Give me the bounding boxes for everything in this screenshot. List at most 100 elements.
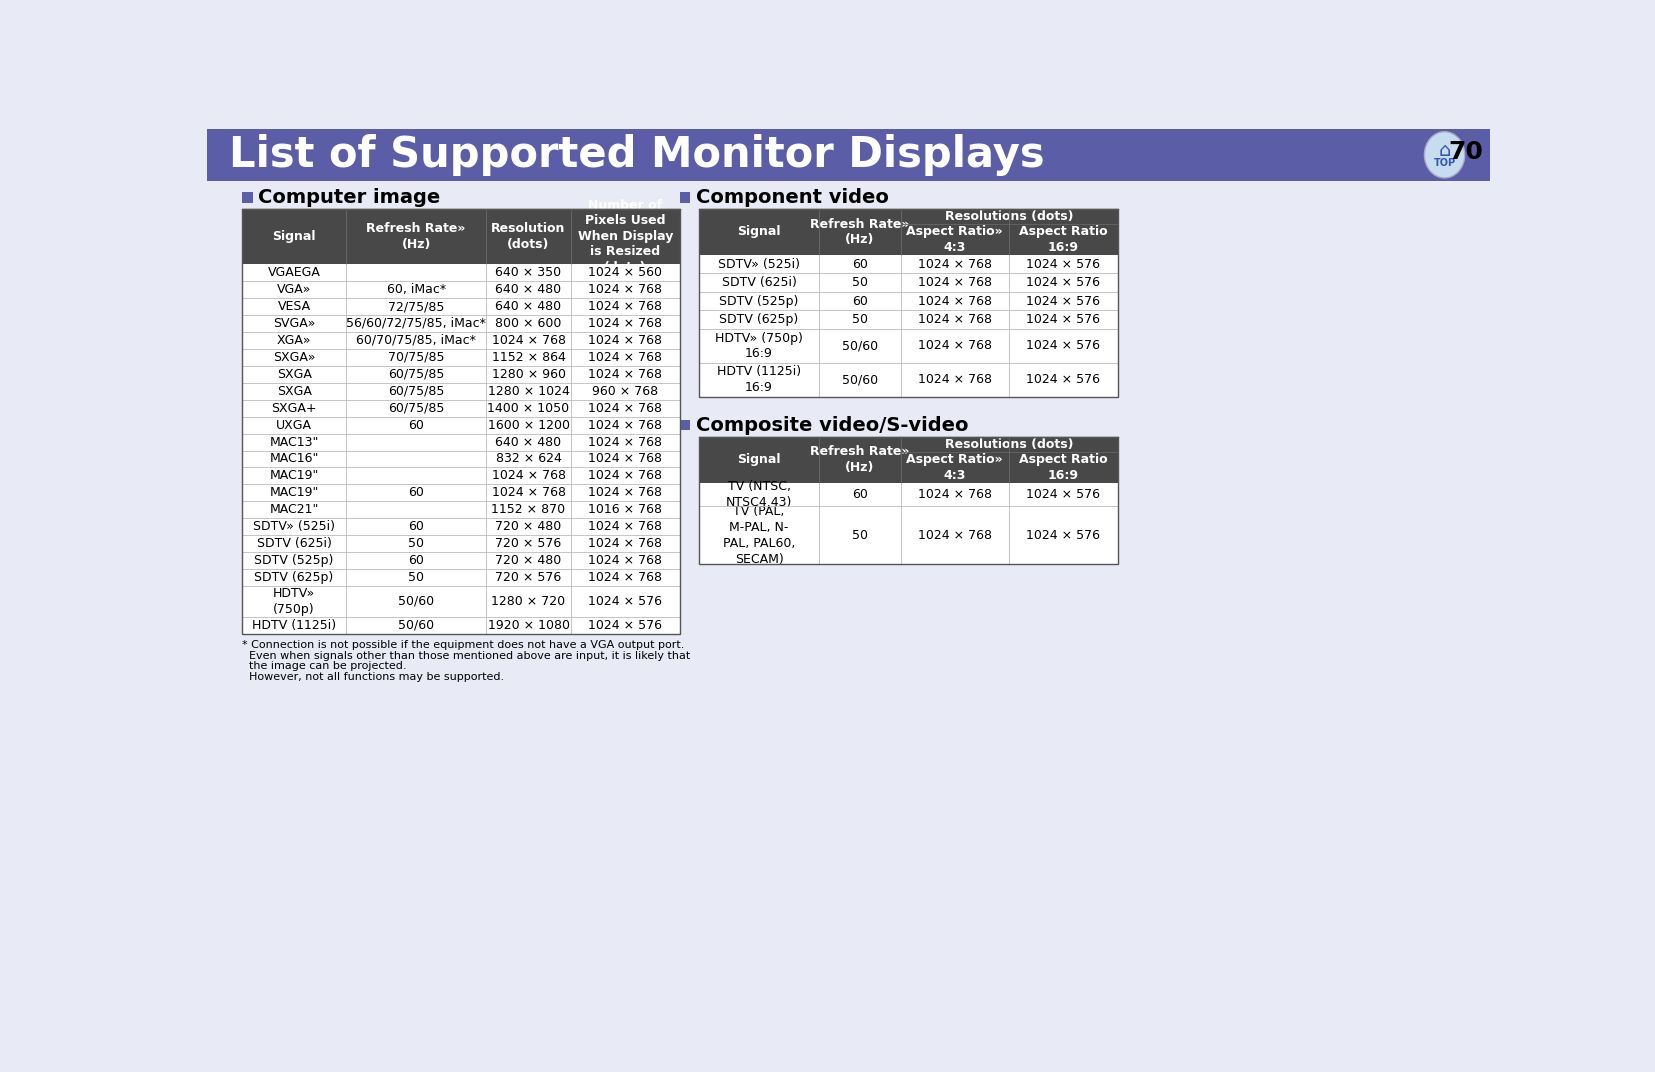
Text: 1600 × 1200: 1600 × 1200 xyxy=(488,418,569,432)
Bar xyxy=(698,362,1117,397)
Text: VGAEGA: VGAEGA xyxy=(268,266,321,279)
Bar xyxy=(242,467,680,485)
Text: 800 × 600: 800 × 600 xyxy=(495,317,561,330)
Bar xyxy=(207,129,1490,181)
Text: 50/60: 50/60 xyxy=(399,595,434,608)
Bar xyxy=(698,329,1117,362)
Text: 1024 × 576: 1024 × 576 xyxy=(1026,313,1101,326)
Text: 960 × 768: 960 × 768 xyxy=(592,385,659,398)
Text: 60, iMac*: 60, iMac* xyxy=(387,283,445,296)
Text: 1016 × 768: 1016 × 768 xyxy=(589,503,662,517)
Text: However, not all functions may be supported.: However, not all functions may be suppor… xyxy=(242,672,503,682)
Bar xyxy=(242,209,680,264)
Bar xyxy=(242,400,680,417)
Text: TV (PAL,
M-PAL, N-
PAL, PAL60,
SECAM): TV (PAL, M-PAL, N- PAL, PAL60, SECAM) xyxy=(723,505,796,566)
Text: Computer image: Computer image xyxy=(258,188,440,207)
Text: 70/75/85: 70/75/85 xyxy=(387,351,445,363)
Text: 1024 × 768: 1024 × 768 xyxy=(589,571,662,584)
Bar xyxy=(242,264,680,281)
Text: 1152 × 864: 1152 × 864 xyxy=(492,351,566,363)
Text: * Connection is not possible if the equipment does not have a VGA output port.: * Connection is not possible if the equi… xyxy=(242,640,684,650)
Text: Refresh Rate»
(Hz): Refresh Rate» (Hz) xyxy=(811,218,910,247)
Text: HDTV»
(750p): HDTV» (750p) xyxy=(273,587,314,615)
Text: 1024 × 768: 1024 × 768 xyxy=(492,470,566,482)
Bar xyxy=(698,273,1117,292)
Bar xyxy=(698,436,1117,565)
Bar xyxy=(242,552,680,569)
Bar xyxy=(242,535,680,552)
Text: 640 × 350: 640 × 350 xyxy=(495,266,561,279)
Text: 60: 60 xyxy=(409,520,424,533)
Text: Composite video/S-video: Composite video/S-video xyxy=(695,416,968,434)
Text: MAC21": MAC21" xyxy=(270,503,319,517)
Text: MAC19": MAC19" xyxy=(270,487,319,500)
Bar xyxy=(242,518,680,535)
Text: SDTV» (525i): SDTV» (525i) xyxy=(718,257,799,270)
Text: 50: 50 xyxy=(852,313,867,326)
Text: Resolutions (dots): Resolutions (dots) xyxy=(945,210,1072,223)
Text: SDTV (625i): SDTV (625i) xyxy=(722,277,796,289)
Bar xyxy=(242,383,680,400)
Text: 56/60/72/75/85, iMac*: 56/60/72/75/85, iMac* xyxy=(346,317,487,330)
Text: Aspect Ratio
16:9: Aspect Ratio 16:9 xyxy=(1019,225,1107,254)
Text: List of Supported Monitor Displays: List of Supported Monitor Displays xyxy=(228,134,1044,176)
Text: 1024 × 768: 1024 × 768 xyxy=(589,487,662,500)
Bar xyxy=(242,433,680,450)
Text: 50: 50 xyxy=(852,528,867,541)
Text: 1400 × 1050: 1400 × 1050 xyxy=(488,402,569,415)
Text: HDTV» (750p)
16:9: HDTV» (750p) 16:9 xyxy=(715,331,803,360)
Text: Aspect Ratio»
4:3: Aspect Ratio» 4:3 xyxy=(907,225,1003,254)
Text: TV (NTSC,
NTSC4.43): TV (NTSC, NTSC4.43) xyxy=(727,480,793,509)
Text: Refresh Rate»
(Hz): Refresh Rate» (Hz) xyxy=(811,446,910,474)
Text: 1024 × 768: 1024 × 768 xyxy=(919,313,991,326)
Text: 1024 × 768: 1024 × 768 xyxy=(589,470,662,482)
Text: 1024 × 768: 1024 × 768 xyxy=(492,487,566,500)
Text: SVGA»: SVGA» xyxy=(273,317,314,330)
Text: 1024 × 768: 1024 × 768 xyxy=(919,295,991,308)
Text: SDTV (625p): SDTV (625p) xyxy=(255,571,334,584)
Text: SDTV (525p): SDTV (525p) xyxy=(720,295,799,308)
Bar xyxy=(242,502,680,518)
Text: 50/60: 50/60 xyxy=(842,373,877,386)
Text: 50: 50 xyxy=(852,277,867,289)
Text: 1024 × 576: 1024 × 576 xyxy=(1026,257,1101,270)
Text: 1024 × 768: 1024 × 768 xyxy=(919,277,991,289)
Bar xyxy=(698,292,1117,311)
Bar xyxy=(242,616,680,634)
Bar xyxy=(698,506,1117,565)
Bar xyxy=(242,348,680,366)
Text: 1280 × 960: 1280 × 960 xyxy=(492,368,566,381)
Text: 720 × 576: 720 × 576 xyxy=(495,537,561,550)
Bar xyxy=(242,209,680,634)
Bar xyxy=(242,450,680,467)
Text: 1024 × 768: 1024 × 768 xyxy=(589,520,662,533)
Text: 50/60: 50/60 xyxy=(842,339,877,353)
Text: Refresh Rate»
(Hz): Refresh Rate» (Hz) xyxy=(366,222,465,251)
Bar xyxy=(680,192,690,203)
Text: 60: 60 xyxy=(852,295,867,308)
Text: 1024 × 576: 1024 × 576 xyxy=(1026,339,1101,353)
Text: Aspect Ratio»
4:3: Aspect Ratio» 4:3 xyxy=(907,453,1003,481)
Text: 1024 × 768: 1024 × 768 xyxy=(589,402,662,415)
Bar xyxy=(698,436,1117,482)
Text: 1024 × 576: 1024 × 576 xyxy=(1026,528,1101,541)
Text: 1024 × 768: 1024 × 768 xyxy=(589,537,662,550)
Text: Aspect Ratio
16:9: Aspect Ratio 16:9 xyxy=(1019,453,1107,481)
Text: Signal: Signal xyxy=(273,229,316,243)
Text: 640 × 480: 640 × 480 xyxy=(495,300,561,313)
Text: 1280 × 720: 1280 × 720 xyxy=(492,595,566,608)
Text: 1152 × 870: 1152 × 870 xyxy=(492,503,566,517)
Bar xyxy=(242,366,680,383)
Text: 832 × 624: 832 × 624 xyxy=(495,452,561,465)
Text: ⌂: ⌂ xyxy=(1438,140,1451,160)
Text: SDTV (525p): SDTV (525p) xyxy=(255,554,334,567)
Text: 1024 × 768: 1024 × 768 xyxy=(589,333,662,347)
Text: 1024 × 768: 1024 × 768 xyxy=(589,300,662,313)
Text: 1024 × 768: 1024 × 768 xyxy=(919,528,991,541)
Text: 60/75/85: 60/75/85 xyxy=(387,402,444,415)
Text: 1024 × 576: 1024 × 576 xyxy=(1026,277,1101,289)
Bar xyxy=(242,332,680,348)
Text: UXGA: UXGA xyxy=(276,418,313,432)
Text: SDTV (625p): SDTV (625p) xyxy=(720,313,799,326)
Text: 60/70/75/85, iMac*: 60/70/75/85, iMac* xyxy=(356,333,477,347)
